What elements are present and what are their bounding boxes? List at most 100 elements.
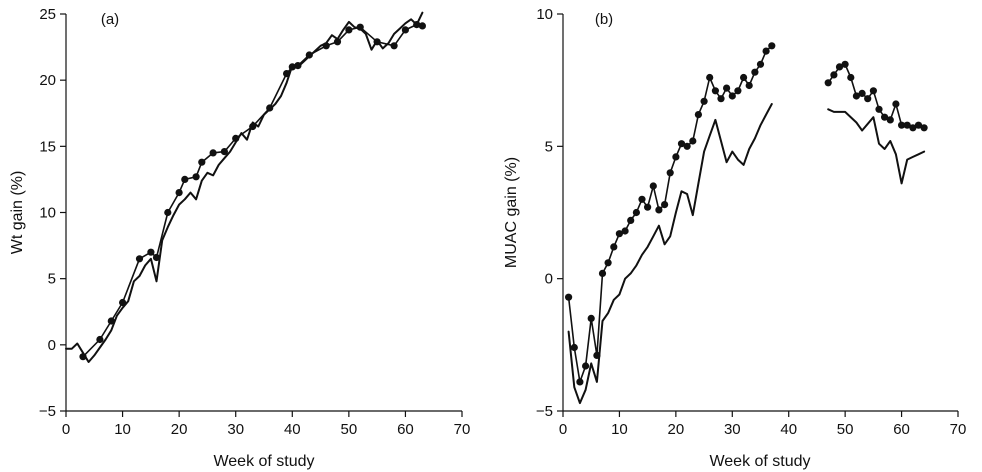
data-point bbox=[858, 89, 866, 97]
data-point bbox=[249, 122, 257, 131]
data-point bbox=[288, 63, 296, 71]
x-tick-label: 70 bbox=[454, 421, 471, 438]
data-point bbox=[847, 73, 855, 82]
dotted-series-line bbox=[827, 63, 925, 129]
y-tick-label: 10 bbox=[39, 205, 56, 222]
data-point bbox=[914, 121, 923, 129]
data-point bbox=[401, 26, 409, 34]
data-point bbox=[621, 227, 629, 235]
x-tick-label: 10 bbox=[114, 421, 131, 438]
data-point bbox=[768, 42, 776, 50]
data-point bbox=[220, 148, 228, 156]
data-point bbox=[824, 79, 832, 87]
x-tick-label: 70 bbox=[950, 421, 967, 438]
data-point bbox=[875, 105, 883, 113]
data-point bbox=[322, 42, 330, 50]
data-point bbox=[333, 38, 342, 46]
data-point bbox=[728, 92, 736, 100]
x-tick-label: 10 bbox=[611, 421, 628, 438]
data-point bbox=[672, 153, 680, 161]
data-point bbox=[638, 195, 646, 203]
data-point bbox=[570, 343, 578, 352]
data-point bbox=[830, 71, 838, 79]
data-point bbox=[745, 81, 753, 90]
y-tick-label: 10 bbox=[536, 6, 553, 23]
solid-series-line bbox=[65, 11, 424, 363]
y-axis-title: MUAC gain (%) bbox=[503, 157, 520, 268]
data-point bbox=[683, 142, 691, 150]
data-point bbox=[587, 314, 595, 322]
y-tick-label: 25 bbox=[39, 6, 56, 23]
data-point bbox=[107, 317, 115, 325]
data-point bbox=[565, 293, 573, 301]
x-tick-label: 50 bbox=[837, 421, 854, 438]
data-point bbox=[734, 87, 742, 95]
data-point bbox=[841, 60, 849, 68]
chart-panel-b: 0 10 20 30 40 50 60 70 −5 0 5 10 Week of study MUAC g… bbox=[503, 6, 966, 470]
data-point bbox=[79, 353, 87, 361]
x-axis-title: Week of study bbox=[709, 453, 810, 470]
data-point bbox=[898, 121, 906, 129]
data-point bbox=[706, 73, 714, 82]
solid-series-line bbox=[827, 108, 926, 185]
y-tick-label: 20 bbox=[39, 72, 56, 89]
data-point bbox=[413, 21, 421, 29]
data-point bbox=[119, 298, 127, 307]
data-point bbox=[886, 116, 894, 124]
x-axis-title: Week of study bbox=[213, 453, 314, 470]
data-point bbox=[610, 243, 618, 251]
data-point bbox=[627, 216, 635, 224]
y-tick-label: −5 bbox=[39, 403, 56, 420]
data-point bbox=[356, 23, 364, 31]
data-point bbox=[864, 95, 872, 103]
data-point bbox=[192, 173, 200, 181]
data-point bbox=[593, 351, 601, 359]
x-tick-label: 30 bbox=[724, 421, 741, 438]
data-point bbox=[198, 158, 206, 166]
data-point bbox=[266, 104, 274, 112]
data-point bbox=[881, 113, 889, 121]
data-point bbox=[615, 230, 624, 238]
data-point bbox=[175, 189, 183, 197]
data-point bbox=[582, 362, 590, 370]
data-point bbox=[135, 255, 144, 263]
y-tick-label: −5 bbox=[536, 403, 553, 420]
x-tick-label: 60 bbox=[893, 421, 910, 438]
dotted-series-line bbox=[82, 23, 424, 358]
x-tick-label: 0 bbox=[559, 421, 567, 438]
x-tick-label: 50 bbox=[341, 421, 358, 438]
x-tick-label: 60 bbox=[397, 421, 414, 438]
y-tick-label: 5 bbox=[545, 138, 553, 155]
data-point bbox=[892, 100, 900, 108]
data-point bbox=[96, 335, 104, 344]
data-point bbox=[920, 124, 928, 132]
data-point bbox=[181, 175, 189, 183]
data-point bbox=[762, 47, 770, 55]
chart-panel-a: 0 10 20 30 40 50 60 70 −5 0 5 10 15 20 25 Week of study… bbox=[9, 6, 470, 470]
data-point bbox=[345, 26, 353, 34]
data-point bbox=[661, 201, 669, 209]
data-point bbox=[689, 137, 697, 145]
data-point bbox=[756, 60, 765, 68]
data-point bbox=[717, 95, 725, 103]
y-tick-label: 0 bbox=[545, 271, 553, 288]
y-tick-label: 5 bbox=[48, 271, 56, 288]
data-point bbox=[294, 62, 302, 70]
data-point bbox=[576, 378, 584, 386]
solid-series-line bbox=[567, 103, 773, 405]
x-tick-label: 40 bbox=[284, 421, 301, 438]
data-point bbox=[694, 111, 703, 119]
data-point bbox=[598, 269, 607, 277]
y-tick-label: 0 bbox=[48, 337, 56, 354]
data-point bbox=[305, 51, 313, 59]
panel-label: (a) bbox=[101, 11, 119, 28]
data-point bbox=[835, 63, 844, 71]
data-point bbox=[232, 134, 240, 142]
x-tick-label: 0 bbox=[62, 421, 70, 438]
data-point bbox=[390, 42, 398, 50]
data-point bbox=[677, 140, 686, 148]
data-point bbox=[869, 87, 878, 95]
panel-label: (b) bbox=[595, 11, 613, 28]
y-tick-label: 15 bbox=[39, 138, 56, 155]
